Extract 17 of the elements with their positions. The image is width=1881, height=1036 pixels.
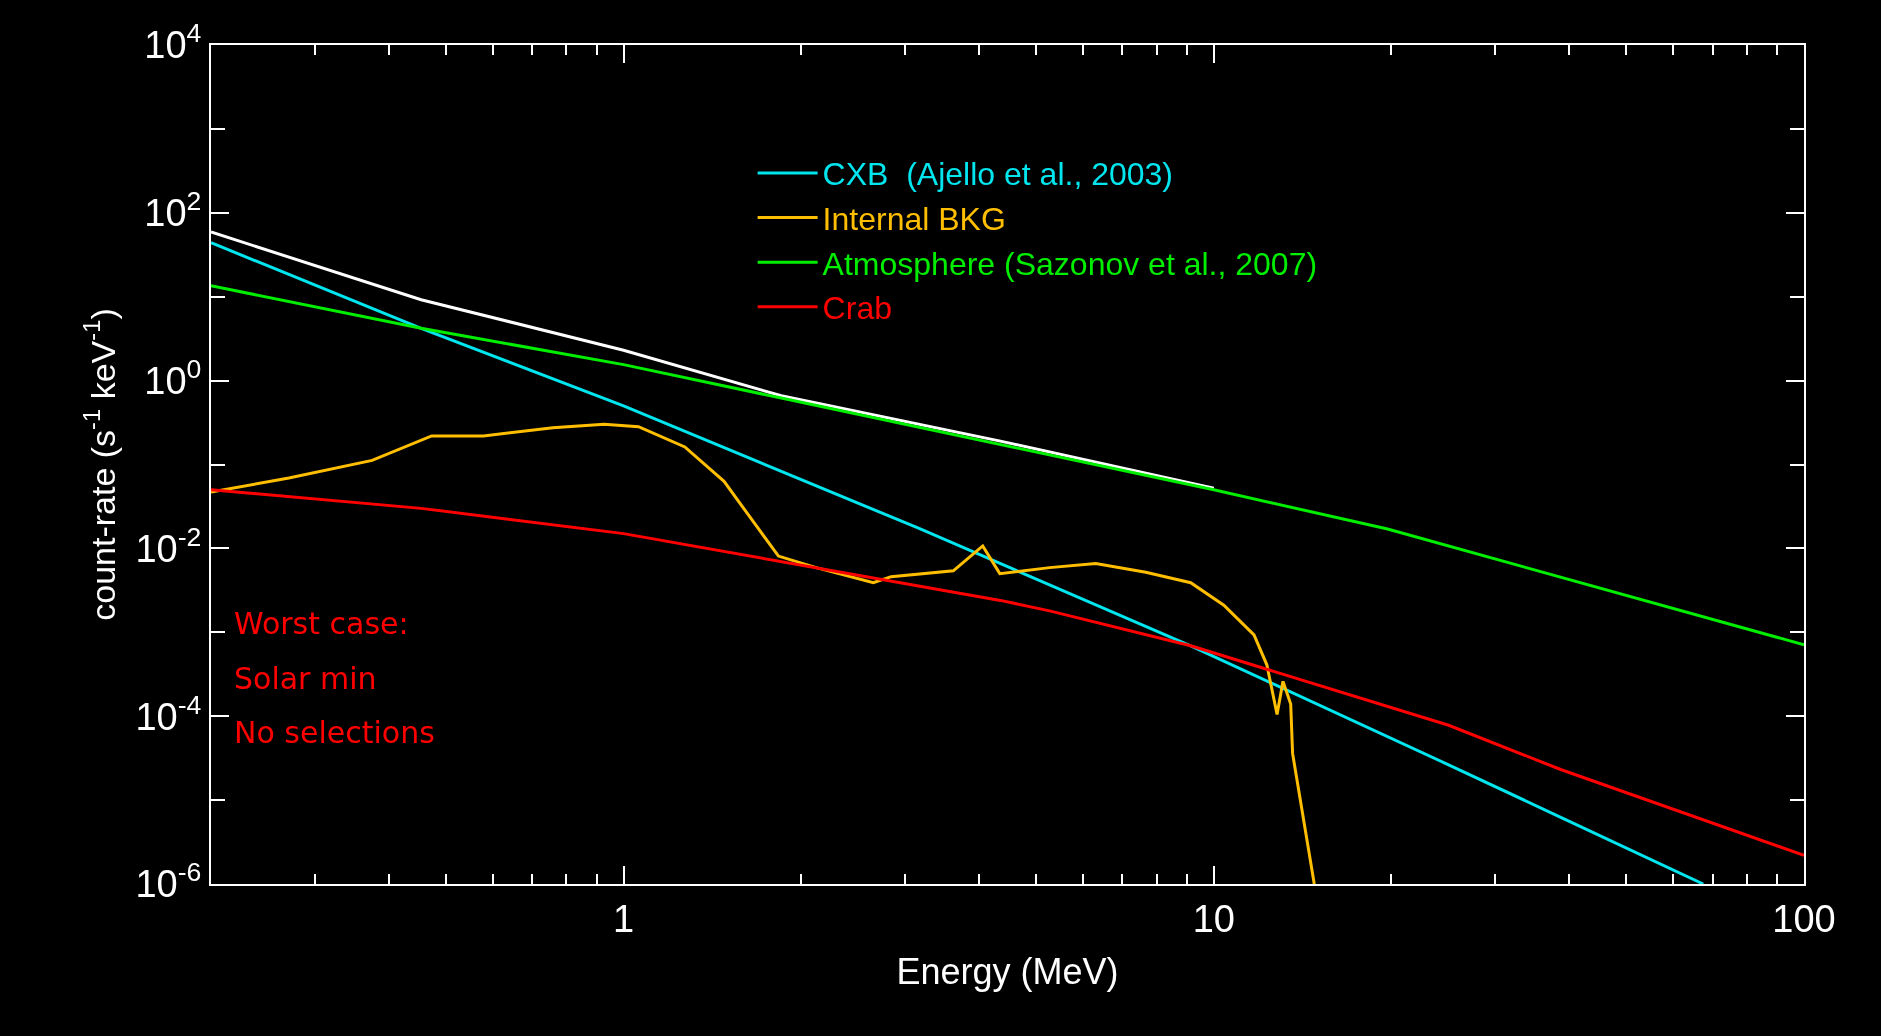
x-tick-label: 10 <box>1192 897 1235 940</box>
legend-label: Crab <box>822 290 892 327</box>
annotation: Solar min <box>234 661 377 696</box>
annotation: Worst case: <box>234 606 409 641</box>
y-tick-label: 10$^{2}$ <box>144 186 202 235</box>
x-tick-label: 1 <box>612 897 635 940</box>
y-tick-label: 10$^{-6}$ <box>135 857 202 906</box>
annotation: No selections <box>234 715 435 750</box>
legend-label: Atmosphere (Sazonov et al., 2007) <box>822 245 1318 282</box>
legend-label: CXB (Ajello et al., 2003) <box>822 156 1174 193</box>
y-tick-label: 10$^{-2}$ <box>135 521 202 570</box>
y-tick-label: 10$^{4}$ <box>144 18 202 67</box>
legend-label: Internal BKG <box>822 201 1006 238</box>
x-axis-title: Energy (MeV) <box>896 950 1119 992</box>
y-tick-label: 10$^{0}$ <box>144 353 202 402</box>
x-tick-label: 100 <box>1772 897 1836 940</box>
y-tick-label: 10$^{-4}$ <box>135 689 202 738</box>
